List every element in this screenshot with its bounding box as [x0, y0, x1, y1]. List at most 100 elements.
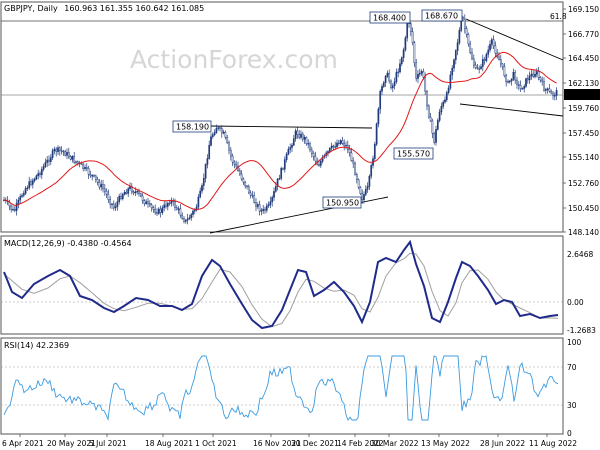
candle-body: [201, 185, 203, 192]
candle-body: [105, 190, 108, 195]
candle-body: [490, 39, 493, 45]
candle-body: [177, 208, 180, 210]
macd-tick-top: 2.6468: [567, 250, 593, 259]
price-tick-label: 162.130: [568, 79, 599, 88]
candle-body: [310, 149, 313, 154]
candle-body: [94, 175, 97, 180]
macd-tick-zero: 0.00: [567, 298, 584, 307]
candle-body: [246, 185, 248, 187]
candle-body: [544, 89, 547, 91]
candle-body: [294, 130, 297, 139]
candle-body: [283, 159, 286, 170]
candle-body: [276, 178, 279, 187]
candle-body: [501, 63, 504, 67]
candle-body: [481, 59, 484, 68]
fib-label: 61.8: [550, 12, 567, 21]
date-tick-label: 30 Mar 2022: [371, 439, 419, 448]
candle-body: [80, 162, 83, 165]
candle-body: [327, 151, 329, 154]
candle-body: [521, 88, 524, 90]
rsi-line: [3, 355, 559, 422]
candle-body: [539, 77, 542, 81]
candle-body: [278, 178, 281, 180]
candle-body: [431, 120, 434, 134]
candle-body: [463, 18, 466, 29]
candle-body: [300, 133, 302, 138]
candle-body: [366, 186, 369, 190]
candle-body: [152, 207, 155, 210]
price-annotation-168400: 168.400: [369, 11, 411, 24]
candle-body: [159, 208, 162, 213]
candle-body: [368, 175, 371, 187]
price-tick-label: 164.450: [568, 54, 599, 63]
candle-body: [163, 204, 166, 209]
candle-body: [422, 71, 425, 78]
candle-body: [343, 142, 346, 147]
candle-body: [553, 95, 556, 97]
candle-body: [467, 34, 470, 45]
candle-body: [476, 67, 479, 69]
candle-body: [166, 202, 169, 207]
candle-body: [548, 88, 551, 92]
candle-body: [183, 218, 185, 222]
candle-body: [469, 43, 472, 53]
candle-body: [256, 204, 259, 207]
candle-body: [253, 195, 256, 203]
candle-body: [314, 155, 317, 162]
candle-body: [442, 101, 445, 107]
candle-body: [143, 200, 146, 204]
candle-body: [339, 140, 342, 144]
candle-body: [480, 66, 482, 69]
candle-body: [508, 80, 511, 83]
candle-body: [251, 194, 254, 197]
candle-body: [282, 168, 284, 170]
candle-body: [229, 149, 232, 157]
candle-body: [546, 88, 549, 90]
candle-body: [471, 52, 473, 60]
candle-body: [494, 45, 497, 54]
svg-text:155.570: 155.570: [397, 150, 430, 159]
candle-body: [451, 67, 454, 76]
rsi-tick-0: 0: [567, 429, 572, 438]
candle-body: [499, 59, 502, 65]
candle-body: [17, 199, 20, 204]
candle-body: [208, 144, 211, 159]
candle-body: [76, 161, 79, 164]
candle-body: [296, 130, 299, 135]
date-tick-label: 18 Aug 2021: [145, 439, 193, 448]
channel-upper: [465, 18, 564, 61]
candle-body: [465, 28, 468, 35]
candle-body: [148, 203, 151, 206]
candle-body: [210, 136, 212, 146]
candle-body: [125, 191, 128, 194]
macd-title: MACD(12,26,9) -0.4380 -0.4564: [4, 239, 132, 248]
candle-body: [382, 82, 385, 87]
candle-body: [156, 212, 158, 214]
candle-body: [174, 201, 176, 208]
price-candles: [3, 13, 558, 225]
candle-body: [273, 191, 275, 198]
candle-body: [444, 99, 446, 103]
candle-body: [489, 44, 491, 51]
candle-body: [535, 71, 538, 75]
candle-body: [318, 164, 320, 166]
candle-body: [112, 203, 115, 209]
candle-body: [514, 72, 517, 81]
date-tick-label: 1 Oct 2021: [195, 439, 237, 448]
date-tick-label: 16 Nov 2021: [253, 439, 301, 448]
candle-body: [485, 54, 488, 61]
candle-body: [138, 191, 140, 194]
candle-body: [37, 173, 40, 177]
price-annotation-150950: 150.950: [322, 196, 362, 209]
candle-body: [334, 146, 337, 148]
candle-body: [359, 187, 362, 194]
candle-body: [219, 127, 221, 129]
candle-body: [391, 85, 394, 89]
candle-body: [363, 194, 365, 200]
candle-body: [292, 138, 295, 146]
candle-body: [21, 195, 23, 197]
date-tick-label: 13 May 2022: [421, 439, 470, 448]
candle-body: [330, 145, 333, 149]
